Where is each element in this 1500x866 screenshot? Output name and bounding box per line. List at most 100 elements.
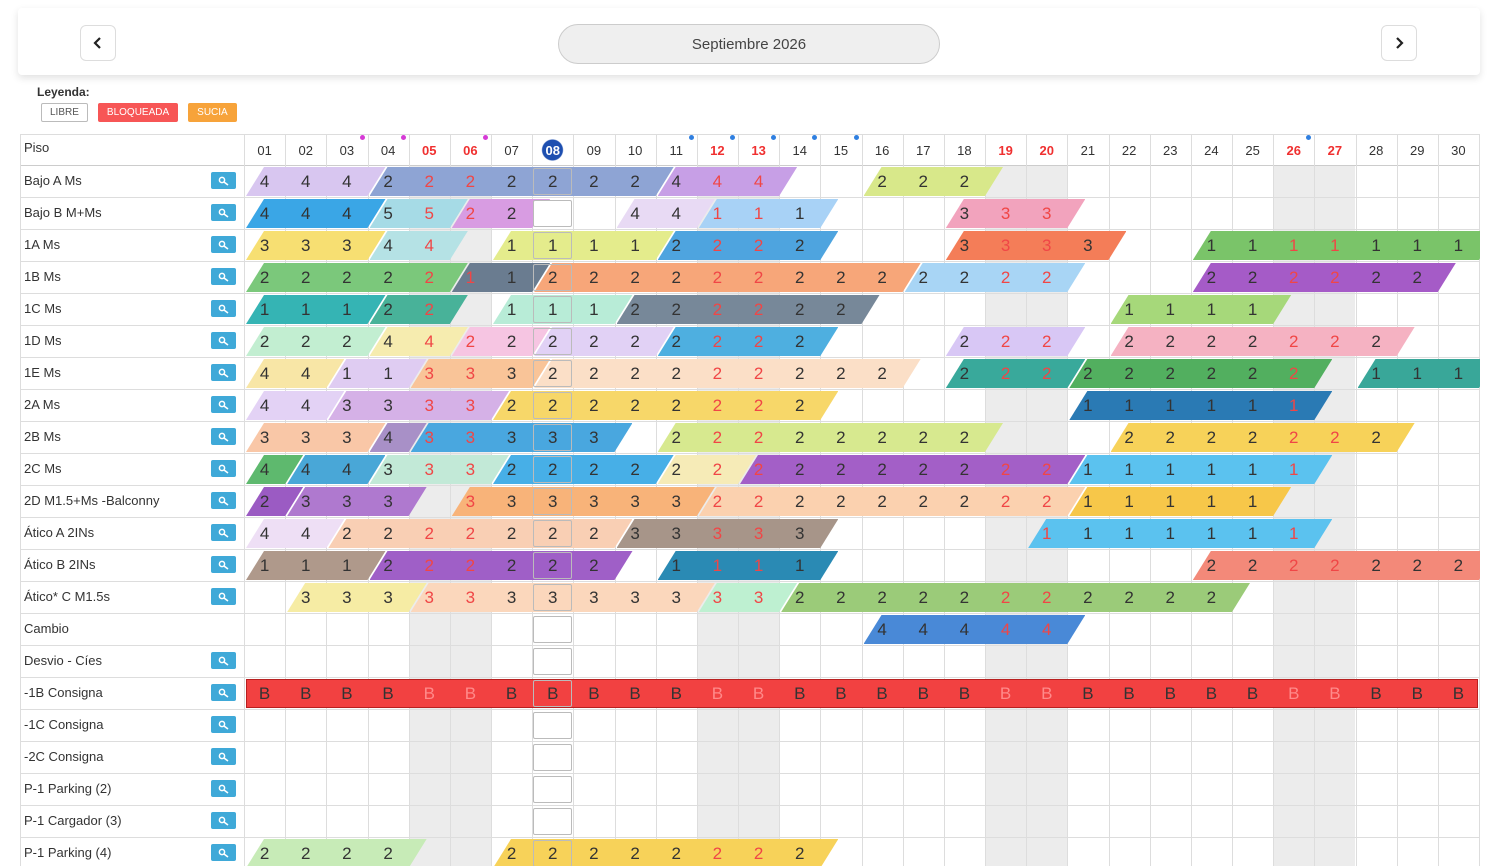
booking[interactable] bbox=[905, 263, 1086, 292]
booking[interactable] bbox=[287, 583, 427, 612]
search-button[interactable] bbox=[211, 812, 236, 829]
booking[interactable] bbox=[370, 167, 674, 196]
booking[interactable] bbox=[246, 359, 344, 388]
booking[interactable] bbox=[1358, 359, 1481, 388]
booking[interactable] bbox=[617, 199, 715, 228]
booking[interactable] bbox=[328, 359, 426, 388]
booking[interactable] bbox=[246, 295, 386, 324]
booking[interactable] bbox=[246, 327, 386, 356]
search-button[interactable] bbox=[211, 268, 236, 285]
booking[interactable] bbox=[246, 391, 344, 420]
search-button[interactable] bbox=[211, 172, 236, 189]
booking[interactable] bbox=[658, 231, 839, 260]
search-button[interactable] bbox=[211, 492, 236, 509]
booking[interactable] bbox=[246, 423, 386, 452]
search-button[interactable] bbox=[211, 236, 236, 253]
search-button[interactable] bbox=[211, 588, 236, 605]
booking[interactable] bbox=[287, 455, 385, 484]
booking[interactable] bbox=[617, 519, 839, 548]
search-button[interactable] bbox=[211, 364, 236, 381]
booking[interactable] bbox=[658, 167, 798, 196]
booking[interactable] bbox=[699, 487, 1086, 516]
search-button[interactable] bbox=[211, 556, 236, 573]
booking[interactable] bbox=[246, 167, 386, 196]
booking[interactable] bbox=[946, 199, 1086, 228]
booking[interactable] bbox=[246, 263, 468, 292]
booking[interactable] bbox=[1193, 551, 1480, 580]
booking[interactable] bbox=[1069, 487, 1291, 516]
booking[interactable] bbox=[493, 391, 838, 420]
search-button[interactable] bbox=[211, 460, 236, 477]
month-selector[interactable]: Septiembre 2026 bbox=[558, 24, 940, 64]
booking-count: 4 bbox=[259, 364, 270, 383]
search-button[interactable] bbox=[211, 652, 236, 669]
booking[interactable] bbox=[452, 487, 715, 516]
booking-count: B bbox=[1246, 684, 1259, 703]
prev-button[interactable] bbox=[80, 25, 116, 61]
booking[interactable] bbox=[370, 551, 633, 580]
booking[interactable] bbox=[740, 455, 1085, 484]
booking[interactable] bbox=[493, 231, 674, 260]
today-cell bbox=[533, 520, 573, 547]
booking[interactable] bbox=[411, 583, 715, 612]
booking[interactable] bbox=[370, 231, 468, 260]
booking-count: 2 bbox=[959, 492, 970, 511]
booking[interactable] bbox=[658, 551, 839, 580]
booking[interactable] bbox=[699, 199, 839, 228]
booking[interactable] bbox=[328, 391, 509, 420]
booking[interactable] bbox=[1111, 295, 1292, 324]
booking[interactable] bbox=[411, 359, 551, 388]
booking[interactable] bbox=[287, 487, 427, 516]
search-button[interactable] bbox=[211, 780, 236, 797]
booking[interactable] bbox=[946, 359, 1086, 388]
search-button[interactable] bbox=[211, 716, 236, 733]
booking[interactable] bbox=[246, 551, 386, 580]
booking[interactable] bbox=[864, 615, 1086, 644]
next-button[interactable] bbox=[1381, 25, 1417, 61]
booking[interactable] bbox=[1193, 231, 1480, 260]
booking[interactable] bbox=[534, 327, 674, 356]
search-button[interactable] bbox=[211, 684, 236, 701]
booking[interactable] bbox=[370, 295, 468, 324]
booking[interactable] bbox=[1069, 391, 1332, 420]
search-button[interactable] bbox=[211, 748, 236, 765]
booking[interactable] bbox=[246, 199, 386, 228]
booking[interactable] bbox=[658, 327, 839, 356]
booking-count: 2 bbox=[1000, 460, 1011, 479]
booking[interactable] bbox=[699, 583, 797, 612]
booking[interactable] bbox=[658, 455, 756, 484]
booking[interactable] bbox=[370, 199, 468, 228]
booking[interactable] bbox=[493, 839, 838, 866]
search-button[interactable] bbox=[211, 300, 236, 317]
booking[interactable] bbox=[658, 423, 1003, 452]
booking[interactable] bbox=[1193, 263, 1456, 292]
booking[interactable] bbox=[1069, 455, 1332, 484]
booking[interactable] bbox=[370, 455, 510, 484]
booking[interactable] bbox=[411, 423, 633, 452]
booking[interactable] bbox=[1111, 327, 1415, 356]
booking[interactable] bbox=[1028, 519, 1332, 548]
search-button[interactable] bbox=[211, 332, 236, 349]
booking[interactable] bbox=[864, 167, 1004, 196]
search-button[interactable] bbox=[211, 428, 236, 445]
booking[interactable] bbox=[328, 519, 632, 548]
booking[interactable] bbox=[246, 839, 427, 866]
booking[interactable] bbox=[617, 295, 880, 324]
booking[interactable] bbox=[534, 263, 921, 292]
search-button[interactable] bbox=[211, 396, 236, 413]
search-button[interactable] bbox=[211, 524, 236, 541]
booking[interactable] bbox=[246, 519, 344, 548]
booking[interactable] bbox=[370, 327, 468, 356]
booking[interactable] bbox=[1111, 423, 1415, 452]
search-button[interactable] bbox=[211, 844, 236, 861]
booking[interactable] bbox=[493, 455, 674, 484]
booking[interactable] bbox=[246, 231, 386, 260]
booking[interactable] bbox=[1069, 359, 1332, 388]
booking[interactable] bbox=[534, 359, 921, 388]
search-button[interactable] bbox=[211, 204, 236, 221]
booking[interactable] bbox=[781, 583, 1250, 612]
booking[interactable] bbox=[946, 327, 1086, 356]
booking[interactable] bbox=[493, 295, 633, 324]
booking[interactable] bbox=[246, 679, 1478, 708]
booking[interactable] bbox=[946, 231, 1127, 260]
